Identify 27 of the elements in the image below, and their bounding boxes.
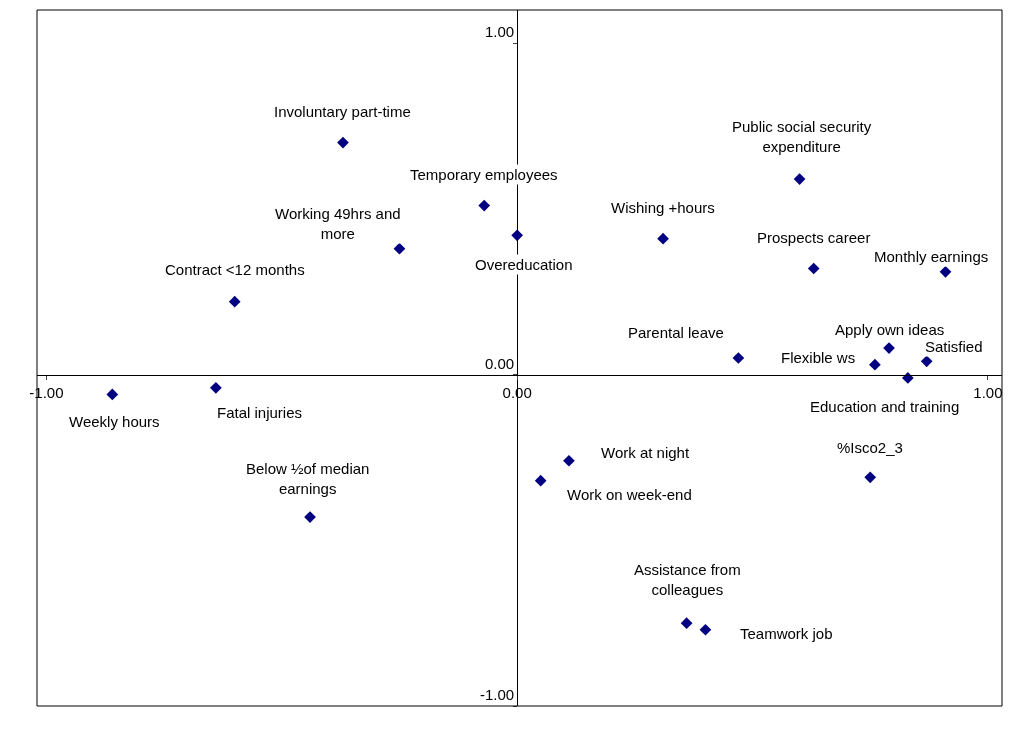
annotation: Parental leave [628, 324, 724, 341]
annotation: Satisfied [925, 338, 983, 355]
annotation: Working 49hrs and more [275, 205, 401, 242]
annotation: %Isco2_3 [837, 439, 903, 456]
annotation: Temporary employees [410, 166, 558, 183]
annotation: Flexible ws [781, 349, 856, 366]
y-tick-label: 0.00 [484, 354, 515, 372]
annotation: Assistance from colleagues [634, 561, 741, 598]
x-tick-label: -1.00 [29, 383, 64, 401]
y-tick-label: 1.00 [484, 23, 515, 41]
x-tick-label: 1.00 [973, 383, 1003, 401]
annotation: Prospects career [757, 229, 871, 246]
annotation: Wishing +hours [611, 199, 715, 216]
annotation: Teamwork job [740, 625, 833, 642]
annotation: Apply own ideas [835, 321, 945, 338]
annotation: Work at night [601, 444, 690, 461]
annotation: Education and training [810, 398, 960, 415]
annotation: Fatal injuries [217, 404, 303, 421]
annotation: Public social security expenditure [732, 118, 872, 155]
annotation: Below ½of median earnings [246, 460, 370, 497]
annotation: Weekly hours [69, 413, 160, 430]
annotation: Monthly earnings [874, 248, 989, 265]
annotation: Involuntary part-time [274, 103, 411, 120]
annotation: Overeducation [475, 256, 573, 273]
annotation: Contract <12 months [165, 261, 305, 278]
annotation: Work on week-end [567, 486, 692, 503]
y-tick-label: -1.00 [479, 686, 515, 704]
